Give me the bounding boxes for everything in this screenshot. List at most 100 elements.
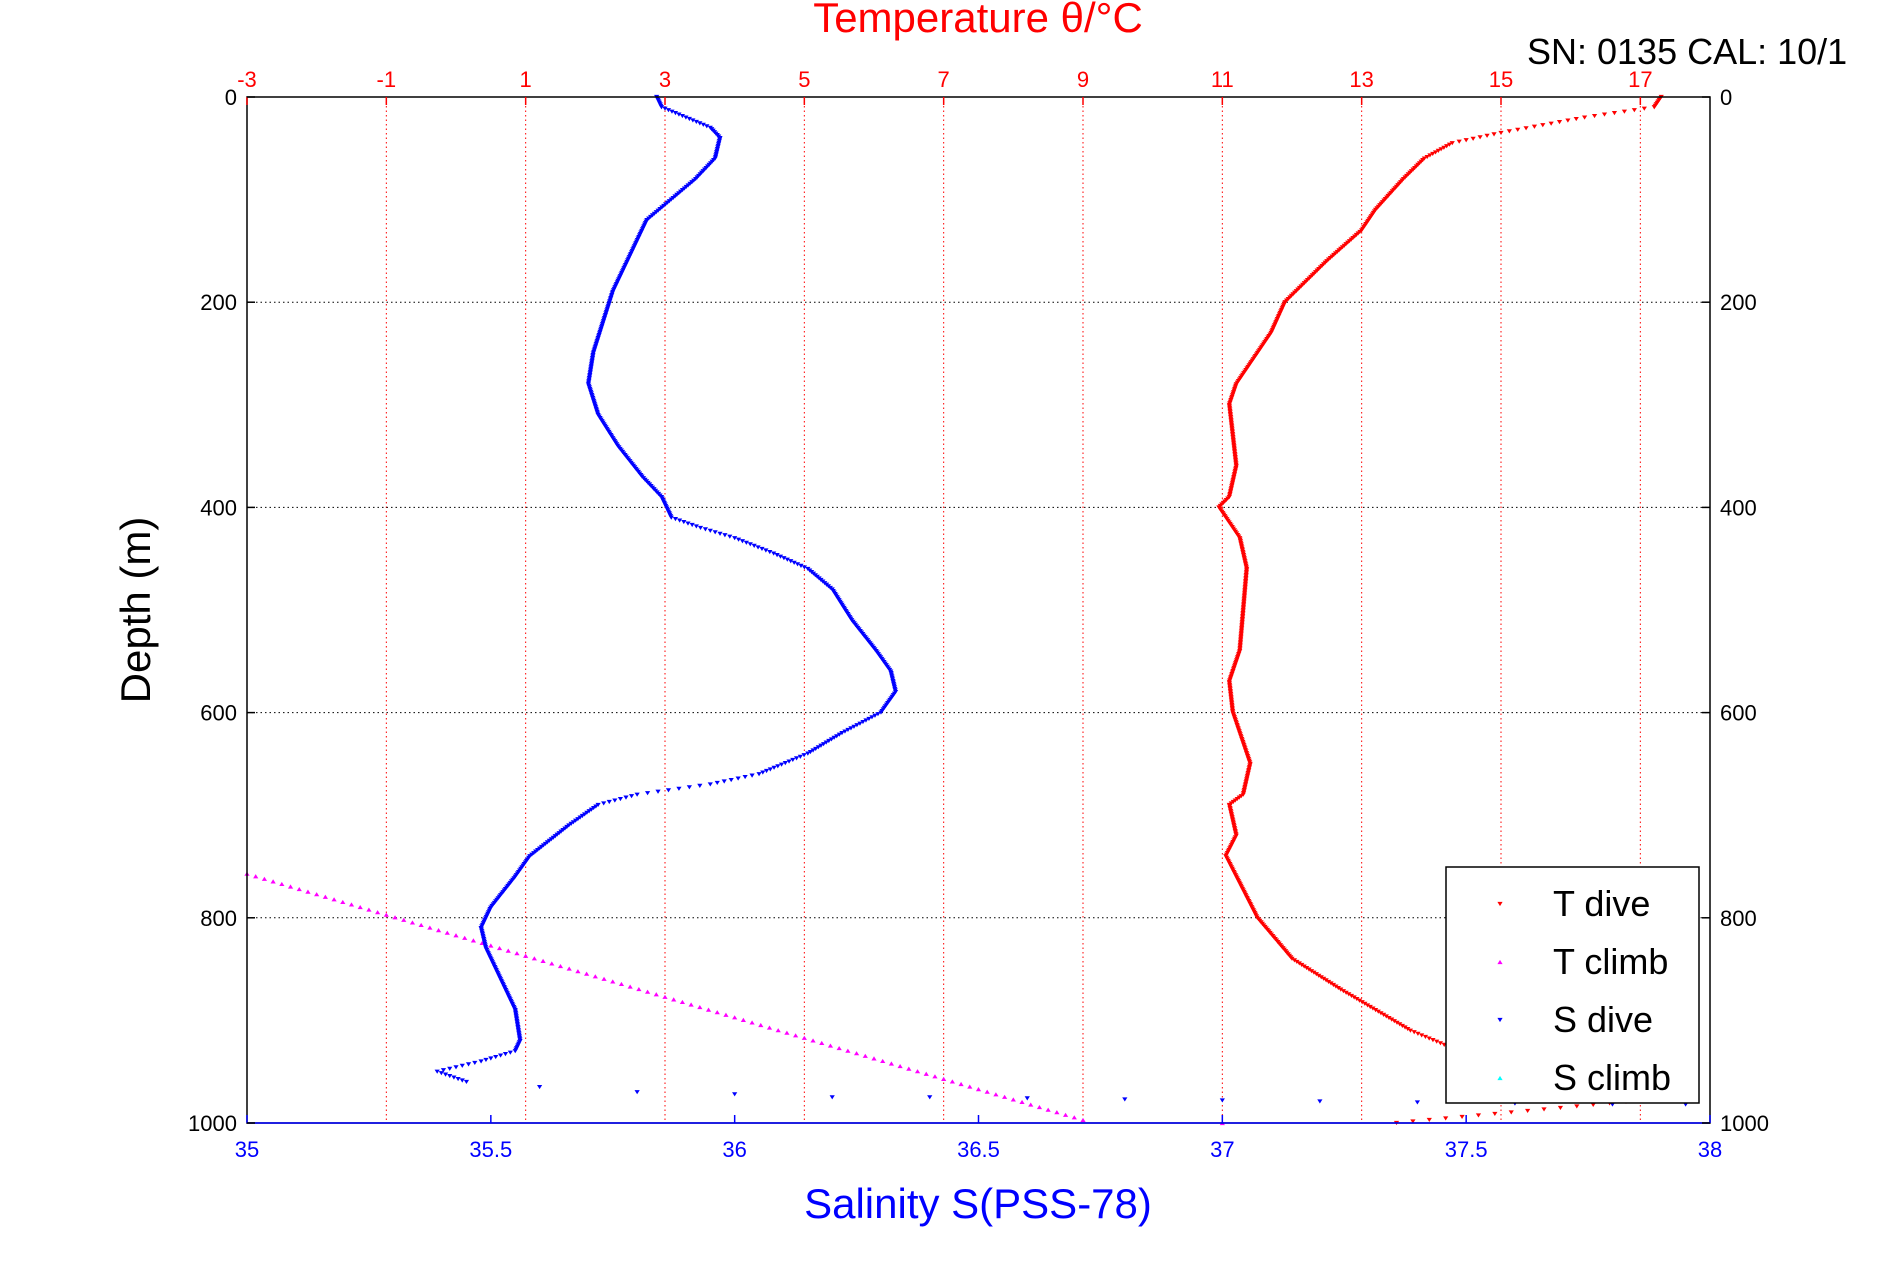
data-point: [1019, 1099, 1025, 1105]
data-point: [1410, 1119, 1416, 1124]
data-point: [1321, 976, 1327, 981]
data-point: [702, 527, 709, 532]
series-t-climb: [244, 871, 1225, 1126]
data-point: [442, 1072, 449, 1077]
data-point: [261, 876, 268, 881]
data-point: [845, 1048, 851, 1053]
data-point: [672, 111, 679, 116]
data-point: [688, 1002, 694, 1007]
data-point: [697, 783, 703, 788]
data-point: [636, 987, 642, 992]
data-point: [537, 1085, 543, 1090]
series-s-dive: [434, 94, 1689, 1107]
data-point: [778, 762, 785, 767]
data-point: [755, 545, 761, 550]
tick-label-depth-right: 400: [1720, 495, 1757, 520]
data-point: [575, 969, 581, 974]
data-point: [728, 777, 734, 783]
data-point: [438, 1071, 444, 1076]
data-point: [747, 542, 753, 547]
tick-label-temperature: 7: [938, 67, 950, 92]
data-point: [669, 109, 675, 114]
data-point: [854, 723, 860, 728]
data-point: [1080, 1117, 1086, 1123]
data-point: [1525, 1108, 1531, 1114]
data-point: [1362, 1001, 1368, 1006]
data-point: [427, 925, 433, 930]
data-point: [1386, 1015, 1392, 1021]
data-point: [829, 1095, 835, 1100]
data-point: [834, 734, 840, 739]
data-point: [488, 1056, 494, 1061]
data-point: [357, 904, 363, 910]
data-point: [253, 874, 259, 879]
data-point: [923, 1071, 929, 1076]
data-point: [949, 1079, 955, 1084]
data-point: [763, 768, 770, 774]
data-point: [686, 785, 692, 790]
data-point: [771, 551, 777, 556]
data-point: [1434, 1039, 1440, 1044]
data-point: [1399, 1023, 1405, 1029]
data-point: [872, 713, 878, 718]
data-point: [707, 528, 713, 533]
data-point: [739, 539, 746, 544]
data-point: [523, 953, 529, 958]
data-point: [875, 712, 881, 717]
data-point: [1470, 136, 1476, 141]
data-point: [732, 1092, 738, 1097]
data-point: [797, 754, 803, 759]
data-point: [1621, 109, 1628, 114]
data-point: [914, 1069, 921, 1074]
data-point: [1477, 135, 1483, 140]
data-point: [1389, 1017, 1395, 1022]
data-point: [665, 108, 672, 113]
data-point: [634, 792, 640, 797]
data-point: [704, 124, 710, 129]
data-point: [512, 1049, 518, 1054]
data-point: [340, 899, 346, 904]
data-point: [1296, 961, 1302, 966]
legend-marker: [1497, 1017, 1503, 1023]
data-point: [1444, 144, 1450, 149]
data-point: [1463, 138, 1469, 143]
data-point: [1540, 123, 1546, 128]
data-point: [1557, 1105, 1564, 1110]
data-point: [1432, 150, 1439, 155]
data-point: [763, 548, 769, 553]
data-point: [1541, 1107, 1547, 1112]
data-point: [478, 1059, 484, 1064]
data-point: [791, 560, 797, 565]
data-point: [1054, 1110, 1060, 1115]
data-point: [1333, 984, 1339, 989]
data-point: [366, 907, 372, 912]
data-point: [392, 915, 398, 920]
tick-label-temperature: 13: [1349, 67, 1373, 92]
data-point: [628, 794, 635, 799]
data-point: [348, 902, 355, 907]
data-point: [760, 770, 766, 775]
data-point: [677, 518, 683, 523]
data-point: [1122, 1097, 1128, 1102]
data-point: [1424, 154, 1430, 160]
data-point: [440, 1068, 447, 1073]
tick-label-depth-left: 200: [200, 290, 237, 315]
data-point: [322, 894, 328, 899]
data-point: [723, 1012, 729, 1017]
data-point: [618, 981, 625, 987]
data-point: [1394, 1020, 1400, 1025]
data-point: [493, 1054, 499, 1060]
data-point: [975, 1087, 982, 1092]
tick-label-salinity: 35: [235, 1137, 259, 1162]
data-point: [270, 879, 276, 884]
data-point: [606, 799, 612, 805]
data-point: [1378, 1011, 1384, 1016]
tick-label-salinity: 37.5: [1445, 1137, 1488, 1162]
data-point: [1335, 986, 1341, 991]
data-point: [1574, 1104, 1580, 1109]
data-point: [1325, 979, 1332, 985]
data-point: [617, 796, 624, 802]
series-t-dive: [1216, 94, 1678, 1126]
tick-label-salinity: 37: [1210, 1137, 1234, 1162]
